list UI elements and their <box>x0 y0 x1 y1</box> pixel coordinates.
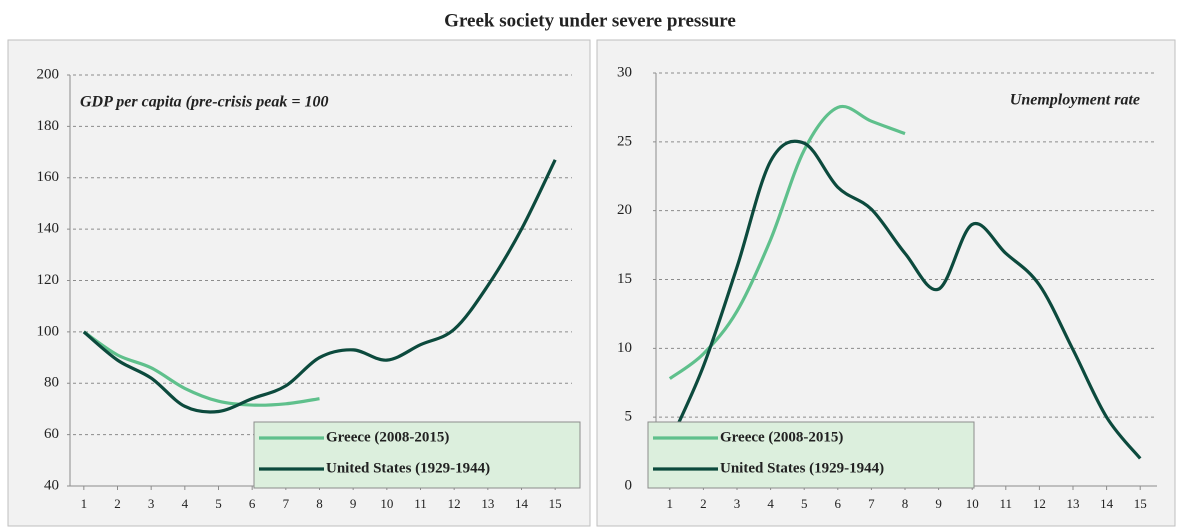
y-tick-label: 180 <box>37 118 60 134</box>
legend-label: Greece (2008-2015) <box>720 429 843 445</box>
x-tick-label: 3 <box>734 496 741 511</box>
y-tick-label: 160 <box>37 169 60 185</box>
x-tick-label: 10 <box>966 496 979 511</box>
y-tick-label: 30 <box>617 64 632 80</box>
y-tick-label: 5 <box>625 409 633 425</box>
x-tick-label: 1 <box>667 496 674 511</box>
y-tick-label: 200 <box>37 66 60 82</box>
x-tick-label: 2 <box>114 496 121 511</box>
legend-box <box>647 421 975 489</box>
x-tick-label: 13 <box>1067 496 1080 511</box>
x-tick-label: 6 <box>249 496 256 511</box>
y-tick-label: 140 <box>37 221 60 237</box>
y-tick-label: 20 <box>617 202 632 218</box>
x-tick-label: 9 <box>935 496 942 511</box>
legend-label: United States (1929-1944) <box>720 460 884 476</box>
series-line <box>668 139 1142 460</box>
annotation: GDP per capita (pre-crisis peak = 100 <box>80 94 328 111</box>
x-tick-label: 7 <box>868 496 875 511</box>
y-tick-label: 80 <box>44 375 59 391</box>
x-tick-label: 6 <box>835 496 842 511</box>
legend-label: United States (1929-1944) <box>326 460 490 476</box>
x-tick-label: 11 <box>414 496 427 511</box>
y-tick-label: 60 <box>44 426 59 442</box>
x-tick-label: 12 <box>448 496 461 511</box>
x-tick-label: 14 <box>1100 496 1114 511</box>
page-title: Greek society under severe pressure <box>444 10 736 31</box>
annotation: Unemployment rate <box>1010 92 1140 109</box>
x-tick-label: 5 <box>801 496 808 511</box>
legend-label: Greece (2008-2015) <box>326 429 449 445</box>
x-tick-label: 8 <box>316 496 323 511</box>
x-tick-label: 15 <box>549 496 562 511</box>
y-tick-label: 15 <box>617 271 632 287</box>
x-tick-label: 9 <box>350 496 357 511</box>
x-tick-label: 1 <box>81 496 88 511</box>
series-line <box>82 330 320 407</box>
x-tick-label: 12 <box>1033 496 1046 511</box>
x-tick-label: 7 <box>283 496 290 511</box>
y-tick-label: 10 <box>617 340 632 356</box>
x-tick-label: 5 <box>215 496 222 511</box>
series-line <box>82 159 557 414</box>
x-tick-label: 4 <box>182 496 189 511</box>
x-tick-label: 10 <box>380 496 393 511</box>
y-tick-label: 0 <box>625 477 633 493</box>
y-tick-label: 100 <box>37 323 60 339</box>
x-tick-label: 2 <box>700 496 707 511</box>
legend-box <box>253 421 581 489</box>
y-tick-label: 40 <box>44 477 59 493</box>
x-tick-label: 14 <box>515 496 529 511</box>
x-tick-label: 8 <box>902 496 909 511</box>
x-tick-label: 13 <box>481 496 494 511</box>
x-tick-label: 11 <box>1000 496 1013 511</box>
x-tick-label: 3 <box>148 496 155 511</box>
x-tick-label: 15 <box>1134 496 1147 511</box>
y-tick-label: 25 <box>617 133 632 149</box>
x-tick-label: 4 <box>767 496 774 511</box>
y-tick-label: 120 <box>37 272 60 288</box>
